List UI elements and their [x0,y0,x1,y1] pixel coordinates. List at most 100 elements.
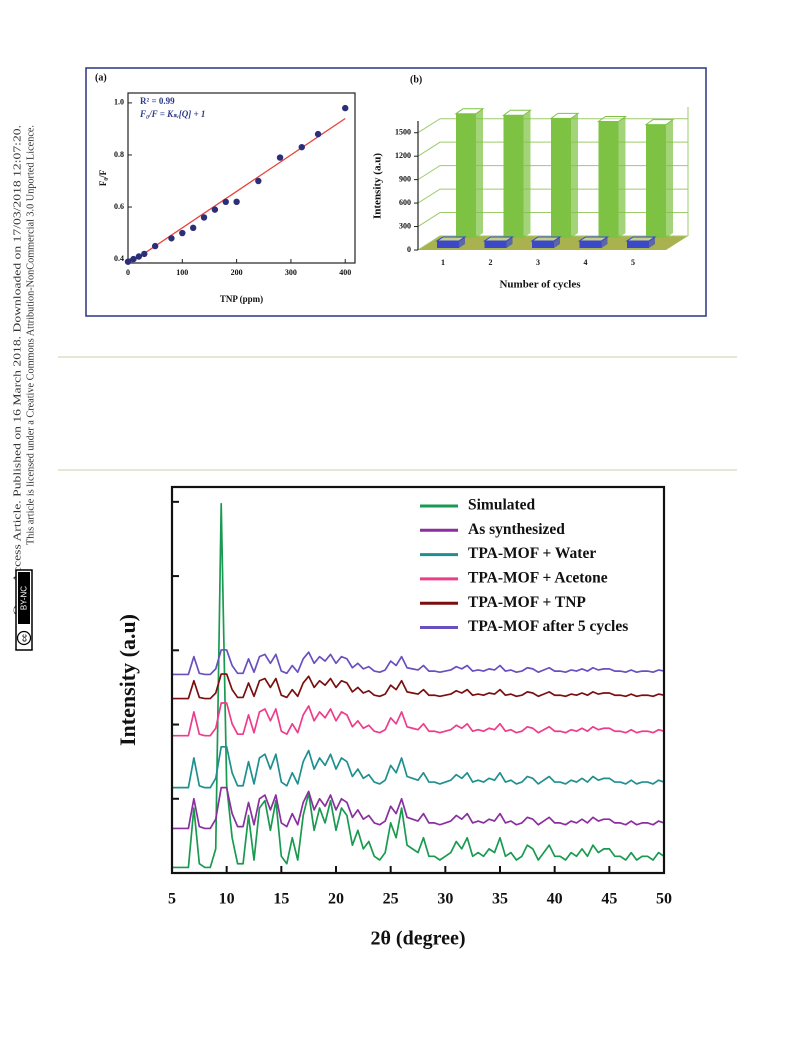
x-axis-label: 2θ (degree) [370,928,465,950]
y-tick-label: 0 [407,245,411,254]
bar-top [644,119,675,126]
y-tick-label: 0.6 [114,202,124,211]
badge-fill [18,572,30,624]
point [141,250,148,258]
badge-text: BY-NC [20,586,29,610]
bar-top [596,116,628,123]
plot-frame [127,92,356,264]
bar [627,240,649,248]
x-tick-label: 200 [231,268,243,277]
series-line [172,702,665,737]
bar [456,113,476,238]
x-tick-label: 10 [219,891,235,908]
x-tick-label: 1 [441,258,445,267]
bar [551,118,571,238]
bar-side [476,108,483,238]
side-text: This article is licensed under a Creativ… [25,125,37,545]
point [168,235,175,242]
bar [532,240,554,248]
point [189,224,197,232]
series-line [172,649,665,676]
bar-side [649,236,655,248]
legend-label: TPA-MOF + Water [468,545,596,562]
x-tick-label: 45 [601,891,617,908]
panel-label: (b) [410,74,422,85]
point [255,177,262,185]
x-tick-label: 400 [339,268,351,277]
legend-label: As synthesized [468,521,565,538]
point [135,253,143,260]
x-tick-label: 30 [437,891,453,908]
bar [598,121,619,238]
x-tick-label: 40 [547,891,563,908]
bar-top [530,236,562,242]
x-tick-label: 15 [273,891,289,908]
point [276,154,284,161]
annotation: R² = 0.99 [140,96,175,106]
bar [437,240,459,248]
bar-top [625,236,657,242]
bar-side [571,113,578,238]
bar [503,115,524,238]
point [200,214,208,221]
point [151,242,159,250]
x-tick-label: 5 [168,891,176,908]
x-tick-label: 300 [285,268,297,277]
y-tick-label: 900 [399,174,411,183]
grid-line [417,118,688,134]
legend-label: Simulated [468,497,536,514]
bar-side [601,236,608,248]
series-line [172,786,665,830]
x-tick-label: 25 [383,891,399,908]
point [298,143,305,151]
x-tick-label: 0 [126,268,130,277]
x-tick-label: 35 [492,891,508,908]
point [342,104,349,112]
x-tick-label: 50 [656,891,672,908]
y-tick-label: 0.4 [114,254,124,263]
legend-label: TPA-MOF after 5 cycles [468,618,628,635]
license-badge: cc BY-NC [15,569,33,651]
bar-top [454,108,485,115]
x-tick-label: 2 [489,258,493,267]
point [124,258,132,265]
side-text: Open Access Article. Published on 16 Mar… [12,125,24,615]
bar-top [549,112,580,119]
panel-label: (a) [95,72,107,83]
series-line [172,673,665,700]
y-tick-label: 600 [399,198,411,207]
y-tick-label: 300 [399,221,411,230]
series-line [172,502,665,869]
point [130,255,137,263]
annotation: F₀/F = Kₛᵥ[Q] + 1 [139,109,205,119]
fit-line [127,117,346,265]
bar [646,124,666,238]
point [222,198,229,206]
y-tick-label: 1500 [395,128,411,137]
y-axis-label: Intensity (a.u) [115,614,140,746]
bar-top [577,236,610,242]
y-tick-label: 1.0 [114,98,124,107]
point [314,130,322,138]
bar-side [459,236,465,248]
bar-side [554,236,560,248]
bar-top [482,236,515,242]
point [233,198,240,206]
x-tick-label: 100 [176,268,188,277]
point [179,229,186,237]
point [211,206,219,213]
x-tick-label: 4 [584,258,588,267]
bar-top [501,109,533,116]
bar-side [666,119,673,238]
series-line [172,745,665,789]
x-tick-label: 20 [328,891,344,908]
bar [484,240,507,248]
badge-icon [16,630,32,646]
badge-cc: cc [21,634,28,642]
y-tick-label: 1200 [395,151,411,160]
figure-frame [85,67,707,317]
y-axis-label: F₀/F [98,169,108,186]
bar-side [506,236,513,248]
legend-label: TPA-MOF + Acetone [468,569,608,586]
